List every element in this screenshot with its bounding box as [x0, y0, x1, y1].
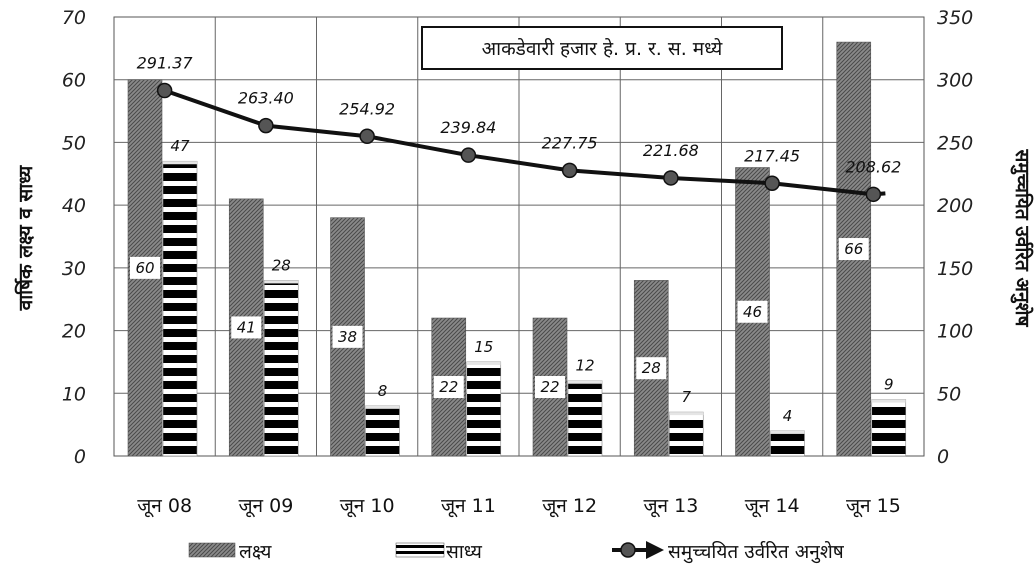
bar-achieved	[466, 361, 502, 457]
legend-swatch-achieved	[395, 542, 445, 558]
bar-achieved-cap	[568, 380, 602, 384]
y-tick-label-left: 20	[62, 321, 86, 343]
y-tick-label-left: 50	[62, 132, 86, 154]
legend: लक्ष्य साध्य समुच्चयित उर्वरित अनुशेष	[188, 540, 845, 564]
y-tick-label-right: 300	[937, 70, 973, 92]
marker-backlog	[258, 117, 274, 134]
data-label-target: 38	[338, 328, 357, 346]
marker-backlog	[156, 82, 173, 99]
data-label-bg-target	[332, 325, 363, 348]
line-series: 291.37 263.40 254.92 239.84 227.75 221.68 217.…	[137, 54, 901, 203]
data-label-bg-target	[231, 316, 262, 339]
marker-backlog	[865, 186, 882, 203]
gridlines	[113, 16, 925, 457]
y-tick-label-right: 0	[937, 446, 949, 468]
bar-achieved-cap	[669, 412, 704, 416]
y-tick-label-left: 40	[62, 195, 86, 217]
legend-swatch-target	[188, 542, 236, 558]
data-label-achieved: 9	[884, 376, 894, 394]
data-label-target: 22	[540, 378, 559, 396]
data-label-bg-target	[130, 256, 160, 279]
data-label-target: 60	[135, 259, 154, 277]
data-label-achieved: 15	[474, 338, 493, 356]
data-label-bg-target	[636, 357, 667, 380]
data-label-backlog: 263.40	[238, 89, 294, 108]
x-tick-label: जून 09	[238, 495, 293, 518]
bar-achieved-cap	[871, 399, 906, 403]
y-tick-label-left: 60	[62, 70, 86, 92]
y-tick-label-left: 0	[74, 446, 86, 468]
bar-achieved-cap	[466, 361, 501, 365]
bar-achieved	[263, 280, 299, 457]
bar-achieved	[567, 380, 603, 457]
bar-achieved	[871, 399, 907, 457]
marker-backlog	[561, 162, 578, 179]
bar-achieved	[365, 405, 400, 457]
data-label-backlog: 291.37	[137, 54, 194, 73]
data-label-backlog: 221.68	[643, 141, 699, 160]
bar-achieved-cap	[770, 430, 805, 434]
x-tick-label: जून 14	[745, 495, 800, 518]
unit-note: आकडेवारी हजार हे. प्र. र. स. मध्ये	[482, 37, 724, 60]
y-tick-label-right: 100	[937, 321, 973, 343]
y-tick-label-right: 50	[937, 383, 961, 405]
data-label-backlog: 217.45	[744, 146, 800, 165]
bar-achieved-cap	[365, 405, 400, 409]
data-label-achieved: 7	[681, 388, 691, 406]
data-label-achieved: 4	[783, 407, 793, 425]
marker-backlog	[359, 128, 375, 145]
x-tick-label: जून 15	[846, 495, 901, 518]
y-axis-label-right: समुच्चयित उर्वरित अनुशेष	[1010, 149, 1034, 328]
data-label-target: 28	[642, 359, 661, 377]
y-tick-label-right: 250	[937, 132, 973, 154]
y-tick-label-right: 150	[937, 258, 973, 280]
legend-label-achieved: साध्य	[446, 541, 483, 563]
x-tick-label: जून 12	[542, 495, 597, 518]
left-axis: 0 10 20 30 40 50 60 70	[62, 7, 86, 468]
bar-achieved-cap	[163, 161, 197, 165]
unit-note-box: आकडेवारी हजार हे. प्र. र. स. मध्ये	[421, 26, 783, 70]
data-label-backlog: 254.92	[339, 99, 395, 118]
bar-achieved	[770, 430, 805, 457]
y-axis-label-left: वार्षिक लक्ष्य व साध्य	[14, 165, 37, 312]
y-tick-label-left: 70	[62, 7, 86, 29]
data-label-backlog: 208.62	[845, 157, 901, 176]
y-tick-label-left: 10	[62, 383, 86, 405]
bar-achieved-cap	[264, 280, 299, 284]
marker-backlog	[764, 175, 780, 192]
data-label-target: 41	[237, 318, 256, 336]
legend-label-target: लक्ष्य	[239, 541, 272, 563]
legend-label-backlog: समुच्चयित उर्वरित अनुशेष	[668, 540, 845, 564]
x-tick-label: जून 11	[441, 495, 496, 518]
data-label-backlog: 227.75	[542, 133, 598, 152]
data-label-bg-target	[433, 376, 464, 399]
data-label-achieved: 28	[272, 256, 291, 274]
data-label-backlog: 239.84	[440, 118, 496, 137]
x-tick-label: जून 10	[340, 495, 395, 518]
data-label-achieved: 8	[378, 382, 388, 400]
marker-backlog	[460, 147, 477, 163]
y-tick-label-left: 30	[62, 258, 86, 280]
y-tick-label-right: 350	[937, 7, 973, 29]
bars: 60 47 41 28 38 8 22 15 22 12 28 7 46 4 66 9	[127, 41, 907, 457]
data-label-target: 22	[439, 378, 458, 396]
data-label-bg-target	[535, 376, 565, 399]
data-label-bg-target	[838, 238, 869, 261]
data-label-target: 46	[743, 303, 762, 321]
right-axis: 0 50 100 150 200 250 300 350	[937, 7, 973, 468]
data-label-achieved: 47	[170, 137, 190, 155]
marker-backlog	[663, 170, 679, 186]
x-tick-label: जून 08	[137, 495, 192, 518]
x-axis: जून 08 जून 09 जून 10 जून 11 जून 12 जून 13 जून …	[137, 495, 901, 518]
legend-swatch-backlog	[612, 541, 664, 559]
y-tick-label-right: 200	[937, 195, 973, 217]
bar-achieved	[668, 411, 704, 457]
data-label-target: 66	[844, 240, 863, 258]
bar-achieved	[162, 160, 198, 457]
data-label-bg-target	[737, 300, 768, 323]
data-label-achieved: 12	[575, 357, 594, 375]
x-tick-label: जून 13	[643, 495, 698, 518]
